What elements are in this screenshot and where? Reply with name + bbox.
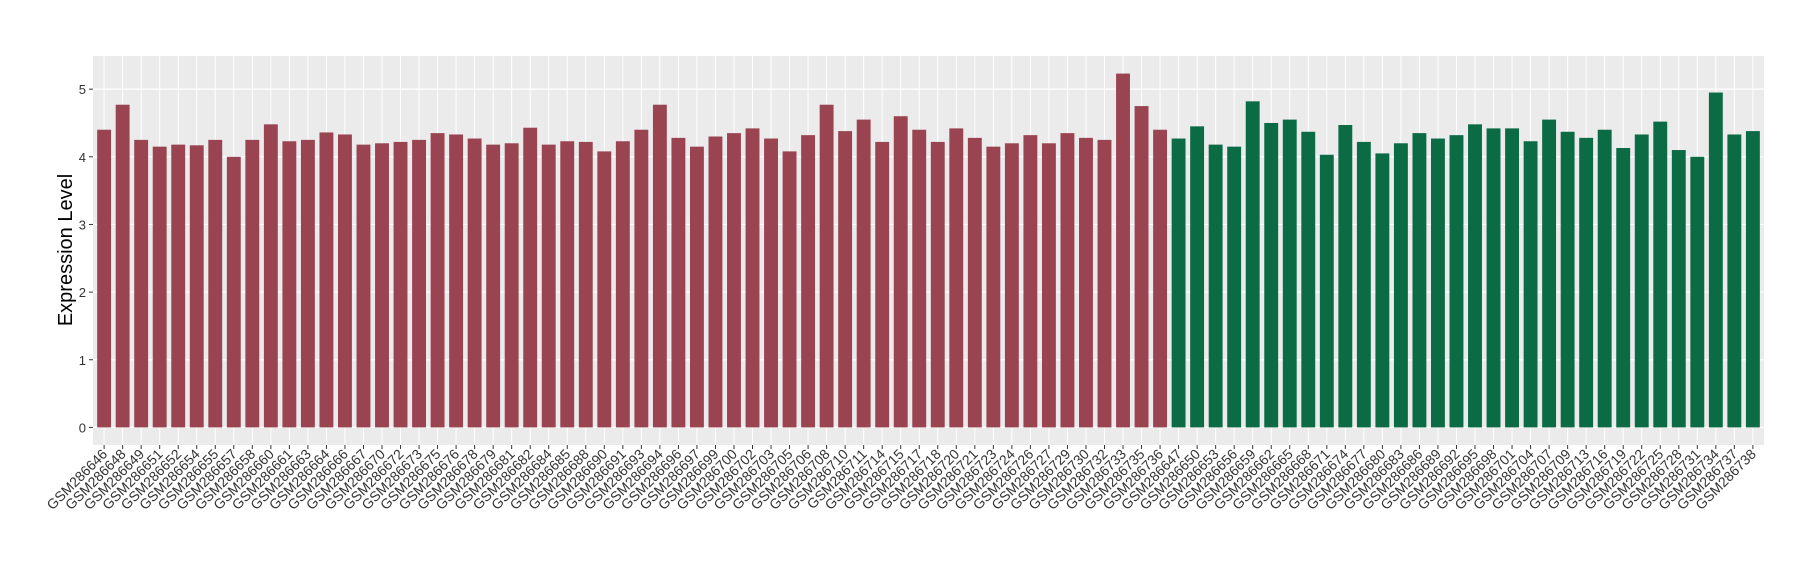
bar [523,127,538,428]
bar [1097,139,1112,428]
bar [226,156,241,428]
bar [689,146,704,428]
bar [263,124,278,428]
bar [1060,133,1075,428]
bar [986,146,1001,428]
bar [1468,124,1482,428]
bar [300,139,315,428]
y-tick-label: 3 [79,217,86,232]
bar [1653,121,1668,428]
bar [1282,119,1297,428]
bar [486,144,501,428]
bar [875,141,890,428]
bar [1542,119,1557,428]
bar [282,141,297,428]
bar [1134,106,1149,428]
bar [1208,144,1223,428]
bar [1356,141,1371,428]
bar [356,144,371,428]
bar [208,139,223,428]
bar [449,134,464,428]
bar [1245,101,1260,428]
bar [1616,148,1631,428]
bar [1634,134,1649,428]
bar [967,137,982,428]
bar [615,141,630,428]
y-tick-label: 5 [79,82,86,97]
bar [1671,150,1686,428]
bar [1412,133,1427,428]
bar [1393,143,1408,428]
bar [1301,131,1316,428]
bar [1190,126,1205,428]
bar [430,133,445,428]
bar [1264,122,1279,428]
bar [1708,92,1723,428]
bar [115,104,130,428]
bar [893,116,908,428]
bar [597,151,612,428]
bar [152,146,167,428]
bar [652,104,667,428]
bar [1486,128,1501,428]
bar [1523,141,1538,428]
bar [189,145,204,428]
bar [504,143,519,428]
bar [245,139,260,428]
bar [393,141,408,428]
y-tick-label: 4 [79,150,86,165]
bar [319,132,334,428]
bar [819,104,834,428]
bar [912,129,927,428]
bar [375,143,389,428]
bar [1153,129,1168,428]
y-axis-title: Expression Level [55,174,77,326]
bar [1079,137,1093,428]
bar [1597,129,1612,428]
y-tick-label: 0 [79,420,86,435]
bar [930,141,945,428]
bar [727,133,741,428]
bar [745,128,760,428]
bar [949,128,964,428]
bar [1041,143,1056,428]
bar [412,139,426,428]
y-tick-label: 1 [79,353,86,368]
bar [801,135,816,428]
bar [1004,143,1019,428]
bar [1171,138,1186,428]
bar [1745,131,1760,428]
bar [1227,146,1242,428]
bar [134,139,149,428]
bar [1023,135,1038,428]
bar [1319,154,1334,428]
bar [1449,135,1464,428]
bar [1579,137,1594,428]
bar [1560,131,1575,428]
plot-panel [93,56,1764,445]
bar [560,141,575,428]
bar [467,138,482,428]
bar [1116,73,1130,428]
bar [671,137,686,428]
bar [1505,128,1520,428]
bar [1431,138,1445,428]
bar [97,129,112,428]
bar [708,136,723,428]
bar [764,138,778,428]
bar [1690,156,1705,428]
y-tick-label: 2 [79,285,86,300]
bar [1727,134,1742,428]
bar [578,141,593,428]
bar [838,131,853,428]
bar [541,144,556,428]
bar [1375,153,1390,428]
bar [171,144,186,428]
bar [782,151,797,428]
bar [634,129,649,428]
bar [1338,125,1353,428]
bar [856,119,871,428]
bar [337,134,352,428]
